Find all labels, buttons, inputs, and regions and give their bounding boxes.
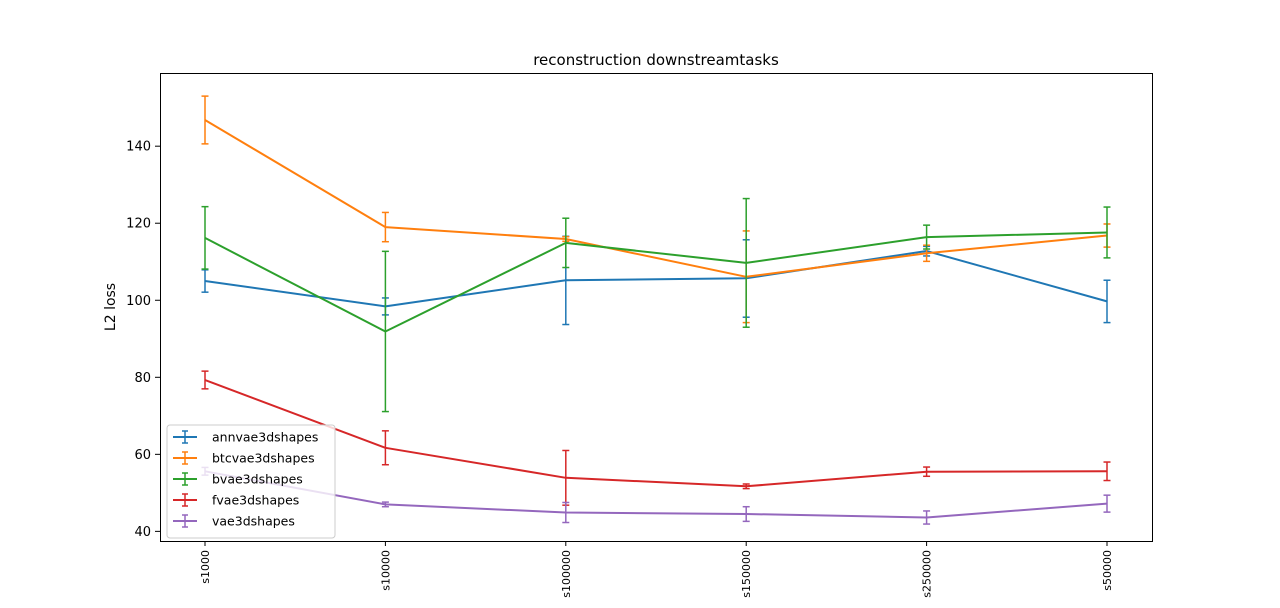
- x-tick-label: s10000: [379, 550, 392, 591]
- series-vae3dshapes: [201, 466, 1111, 525]
- legend-label: fvae3dshapes: [212, 493, 299, 508]
- series-bvae3dshapes: [201, 197, 1111, 413]
- series-line: [204, 119, 1108, 278]
- series-line: [204, 379, 1108, 488]
- y-tick-label: 140: [126, 140, 151, 155]
- series-line: [204, 250, 1108, 308]
- x-tick-label: s1000: [199, 550, 212, 584]
- chart-title: reconstruction downstreamtasks: [533, 51, 779, 69]
- y-tick-label: 120: [126, 217, 151, 232]
- legend: annvae3dshapes btcvae3dshapes bvae3dshapes…: [166, 424, 336, 539]
- y-tick-label: 80: [134, 371, 151, 386]
- y-tick-label: 60: [134, 448, 151, 463]
- x-axis: s1000 s10000 s100000 s150000 s250000 s50000: [199, 541, 1114, 598]
- y-axis-label: L2 loss: [103, 283, 119, 331]
- series-btcvae3dshapes: [201, 95, 1111, 324]
- legend-label: annvae3dshapes: [212, 430, 318, 445]
- y-tick-label: 100: [126, 294, 151, 309]
- series-fvae3dshapes: [201, 370, 1111, 506]
- y-tick-label: 40: [134, 525, 151, 540]
- legend-label: vae3dshapes: [212, 514, 295, 529]
- series-line: [204, 470, 1108, 519]
- x-tick-label: s50000: [1101, 550, 1114, 591]
- y-axis: 40 60 80 100 120 140: [126, 140, 160, 540]
- plot-frame: [160, 73, 1153, 542]
- plot-area: [201, 95, 1111, 525]
- x-tick-label: s100000: [560, 550, 573, 598]
- x-tick-label: s250000: [921, 550, 934, 598]
- series-line: [204, 231, 1108, 333]
- legend-label: btcvae3dshapes: [212, 451, 315, 466]
- x-tick-label: s150000: [740, 550, 753, 598]
- legend-label: bvae3dshapes: [212, 472, 303, 487]
- legend-box: [166, 424, 336, 539]
